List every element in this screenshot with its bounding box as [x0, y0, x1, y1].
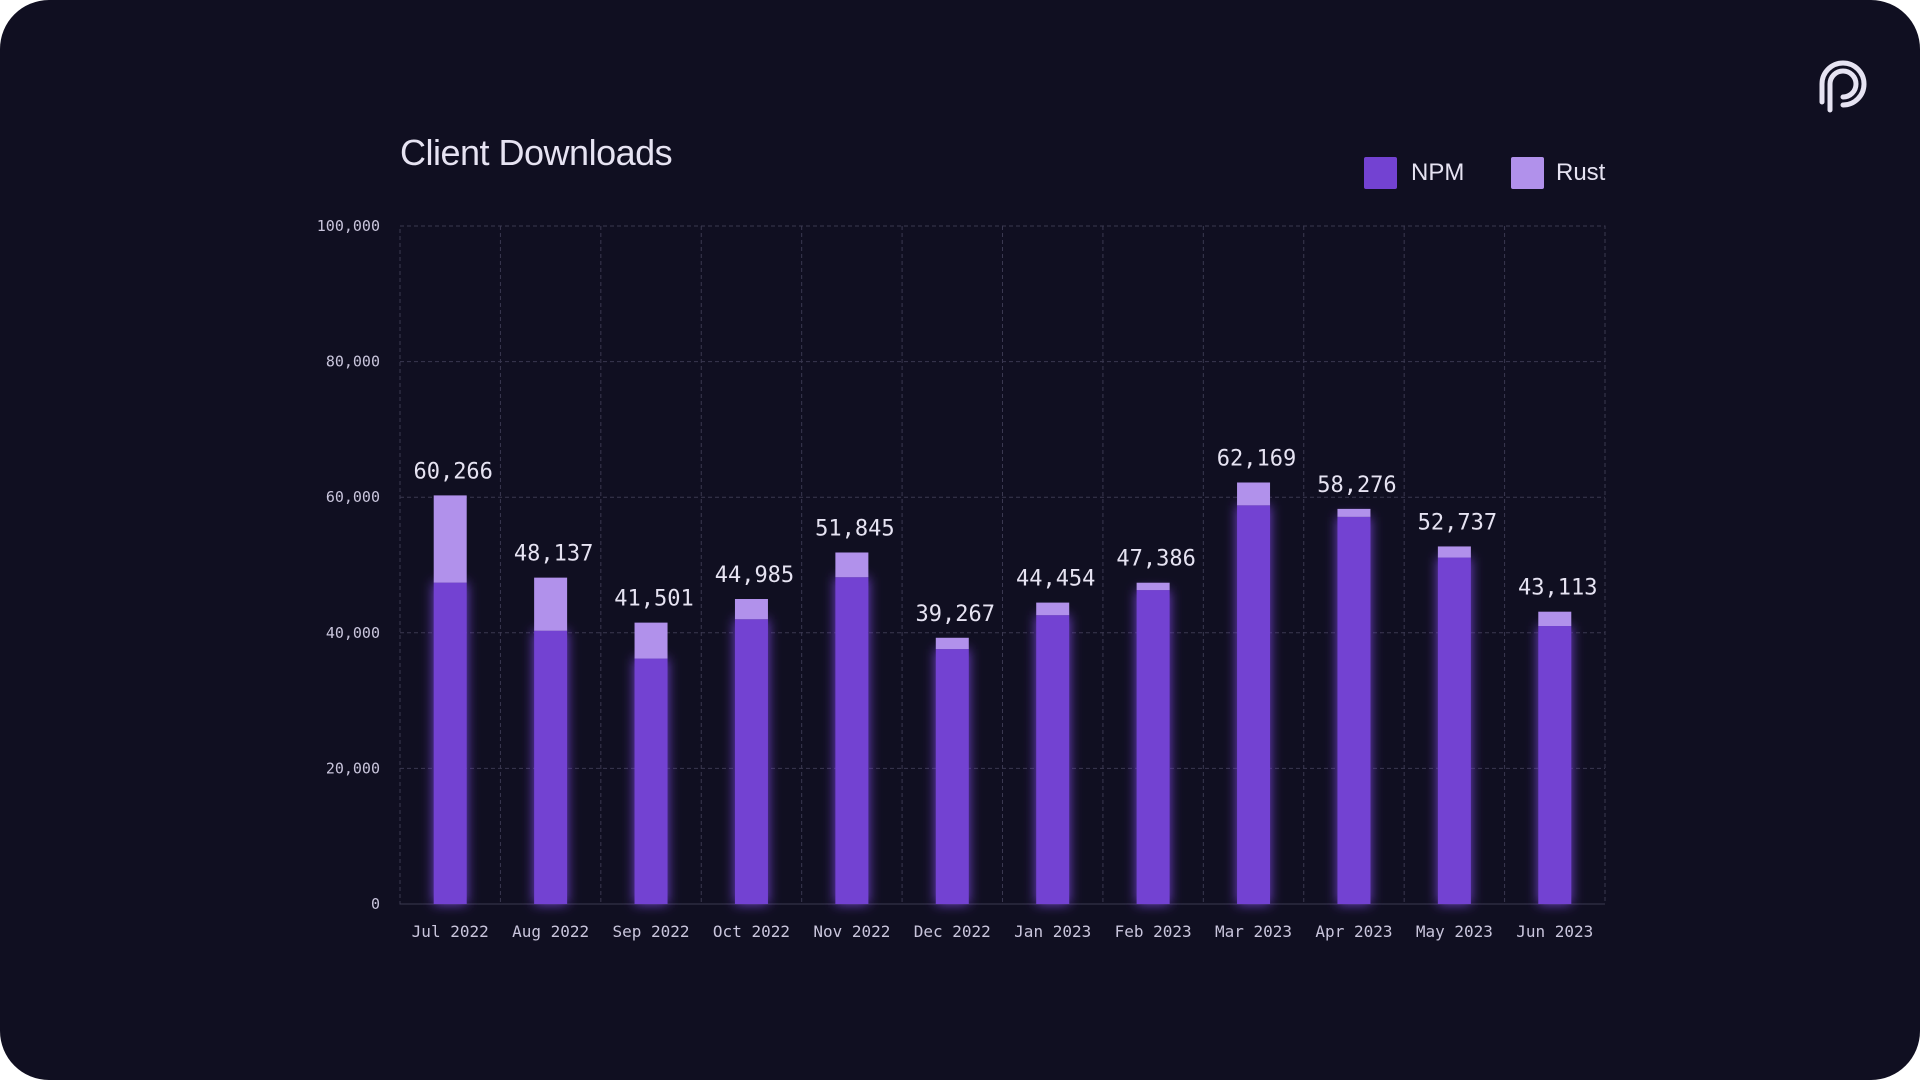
x-tick-label: Mar 2023: [1215, 922, 1292, 941]
x-tick-label: Aug 2022: [512, 922, 589, 941]
bar-total-label: 43,113: [1518, 576, 1597, 601]
bar-total-label: 41,501: [614, 587, 693, 612]
bar-rust: [1136, 582, 1170, 591]
bar-total-label: 60,266: [413, 459, 492, 484]
x-tick-label: May 2023: [1416, 922, 1493, 941]
bar-npm: [433, 582, 467, 904]
y-tick-label: 80,000: [326, 353, 380, 371]
bar-rust: [534, 577, 568, 631]
x-tick-label: Feb 2023: [1115, 922, 1192, 941]
x-tick-label: Jan 2023: [1014, 922, 1091, 941]
x-tick-label: Jun 2023: [1516, 922, 1593, 941]
y-tick-label: 40,000: [326, 624, 380, 642]
bar-total-label: 62,169: [1217, 446, 1296, 471]
y-tick-label: 20,000: [326, 759, 380, 777]
y-tick-label: 100,000: [317, 217, 380, 235]
bar-npm: [935, 649, 969, 904]
bar-rust: [734, 599, 768, 620]
bar-total-label: 47,386: [1116, 547, 1195, 572]
bar-rust: [1437, 546, 1471, 558]
legend-label-rust: Rust: [1556, 159, 1606, 186]
bar-total-label: 44,985: [715, 563, 794, 588]
legend: NPM Rust: [1364, 157, 1608, 191]
bar-total-label: 39,267: [916, 602, 995, 627]
x-tick-label: Sep 2022: [613, 922, 690, 941]
bar-rust: [935, 637, 969, 650]
bar-npm: [1237, 505, 1271, 904]
bar-total-label: 51,845: [815, 516, 894, 541]
legend-swatch-rust: [1511, 157, 1544, 189]
bar-npm: [835, 577, 869, 904]
bar-rust: [433, 495, 467, 583]
bar-npm: [1337, 516, 1371, 904]
bar-npm: [734, 619, 768, 904]
bar-npm: [634, 658, 668, 904]
bar-total-label: 44,454: [1016, 567, 1095, 592]
legend-label-npm: NPM: [1411, 159, 1465, 186]
bar-rust: [835, 552, 869, 578]
y-tick-label: 0: [371, 895, 380, 913]
legend-swatch-npm: [1364, 157, 1397, 189]
bar-total-label: 52,737: [1418, 510, 1497, 535]
x-tick-label: Apr 2023: [1315, 922, 1392, 941]
bar-npm: [1036, 615, 1070, 904]
y-tick-label: 60,000: [326, 488, 380, 506]
bar-rust: [634, 622, 668, 659]
bar-rust: [1538, 611, 1572, 627]
bar-total-label: 48,137: [514, 542, 593, 567]
bar-rust: [1337, 508, 1371, 517]
x-tick-label: Oct 2022: [713, 922, 790, 941]
pyth-logo-icon: [1819, 60, 1867, 113]
bar-npm: [1136, 590, 1170, 904]
x-tick-label: Jul 2022: [412, 922, 489, 941]
bar-total-label: 58,276: [1317, 473, 1396, 498]
chart-title: Client Downloads: [400, 132, 673, 173]
x-tick-label: Dec 2022: [914, 922, 991, 941]
bar-npm: [1437, 557, 1471, 904]
bar-npm: [534, 630, 568, 904]
bar-rust: [1036, 602, 1070, 616]
x-tick-label: Nov 2022: [813, 922, 890, 941]
bar-rust: [1237, 482, 1271, 506]
bar-npm: [1538, 626, 1572, 904]
